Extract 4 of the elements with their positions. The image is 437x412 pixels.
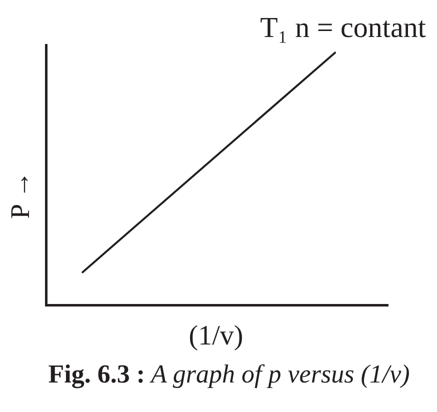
series-label: T₁ n = contant: [260, 12, 426, 45]
x-axis-title: (1/v): [188, 320, 244, 352]
text: Fig. 6.3 : A graph of p versus (1/v): [48, 360, 410, 389]
y-axis-title: P →: [5, 171, 36, 219]
